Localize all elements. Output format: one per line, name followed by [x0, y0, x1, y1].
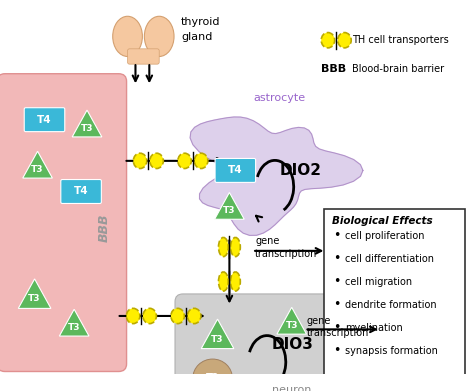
- Text: T3: T3: [285, 321, 298, 330]
- Text: cell differentiation: cell differentiation: [345, 255, 434, 264]
- Text: T3: T3: [211, 335, 224, 344]
- Text: thyroid: thyroid: [181, 17, 220, 27]
- Text: •: •: [333, 252, 341, 265]
- Ellipse shape: [127, 308, 140, 324]
- Text: •: •: [333, 321, 341, 334]
- Text: gene: gene: [307, 316, 331, 326]
- Ellipse shape: [187, 308, 201, 324]
- Ellipse shape: [321, 32, 335, 48]
- Text: DIO2: DIO2: [280, 163, 322, 178]
- Text: transcription: transcription: [307, 328, 369, 338]
- Ellipse shape: [145, 16, 174, 56]
- Text: •: •: [333, 230, 341, 242]
- Polygon shape: [18, 279, 51, 308]
- Text: T4: T4: [37, 115, 52, 125]
- Text: astrocyte: astrocyte: [254, 93, 306, 104]
- Text: cell proliferation: cell proliferation: [345, 231, 425, 241]
- Text: T3: T3: [223, 206, 236, 215]
- Ellipse shape: [143, 308, 156, 324]
- Ellipse shape: [219, 237, 228, 256]
- Ellipse shape: [337, 32, 351, 48]
- Polygon shape: [190, 117, 363, 235]
- FancyBboxPatch shape: [324, 209, 465, 380]
- Circle shape: [193, 359, 232, 391]
- Text: cell migration: cell migration: [345, 277, 412, 287]
- Text: synapsis formation: synapsis formation: [345, 346, 438, 356]
- Text: •: •: [333, 275, 341, 288]
- FancyBboxPatch shape: [128, 49, 159, 64]
- Polygon shape: [59, 309, 89, 336]
- Text: T4: T4: [228, 165, 243, 176]
- Ellipse shape: [178, 153, 191, 169]
- Text: myelination: myelination: [345, 323, 403, 333]
- Text: gene: gene: [255, 236, 280, 246]
- Polygon shape: [277, 307, 307, 334]
- Text: transcription: transcription: [255, 249, 318, 258]
- Text: •: •: [333, 344, 341, 357]
- Ellipse shape: [133, 153, 147, 169]
- Text: T2: T2: [206, 373, 219, 383]
- Text: DIO3: DIO3: [272, 337, 314, 352]
- Text: T3: T3: [68, 323, 81, 332]
- Ellipse shape: [219, 272, 228, 291]
- Ellipse shape: [171, 308, 184, 324]
- Polygon shape: [23, 151, 53, 178]
- Text: Blood-brain barrier: Blood-brain barrier: [352, 64, 444, 74]
- Text: T3: T3: [31, 165, 44, 174]
- Polygon shape: [215, 192, 244, 219]
- Polygon shape: [201, 319, 234, 349]
- Ellipse shape: [194, 153, 208, 169]
- Ellipse shape: [150, 153, 164, 169]
- Text: neuron: neuron: [272, 385, 311, 391]
- Ellipse shape: [230, 272, 240, 291]
- Text: T3: T3: [81, 124, 93, 133]
- Text: dendrite formation: dendrite formation: [345, 300, 437, 310]
- FancyBboxPatch shape: [175, 294, 344, 391]
- Ellipse shape: [113, 16, 142, 56]
- Text: TH cell transporters: TH cell transporters: [352, 35, 449, 45]
- Polygon shape: [72, 110, 102, 137]
- Ellipse shape: [230, 237, 240, 256]
- Text: BBB: BBB: [97, 214, 110, 242]
- FancyBboxPatch shape: [0, 74, 127, 371]
- FancyBboxPatch shape: [24, 108, 65, 132]
- FancyBboxPatch shape: [61, 179, 101, 203]
- Text: T4: T4: [74, 187, 88, 197]
- Text: Biological Effects: Biological Effects: [332, 216, 433, 226]
- Text: BBB: BBB: [321, 64, 346, 74]
- Text: T3: T3: [28, 294, 41, 303]
- FancyBboxPatch shape: [215, 158, 255, 182]
- Text: gland: gland: [181, 32, 212, 42]
- Text: •: •: [333, 298, 341, 311]
